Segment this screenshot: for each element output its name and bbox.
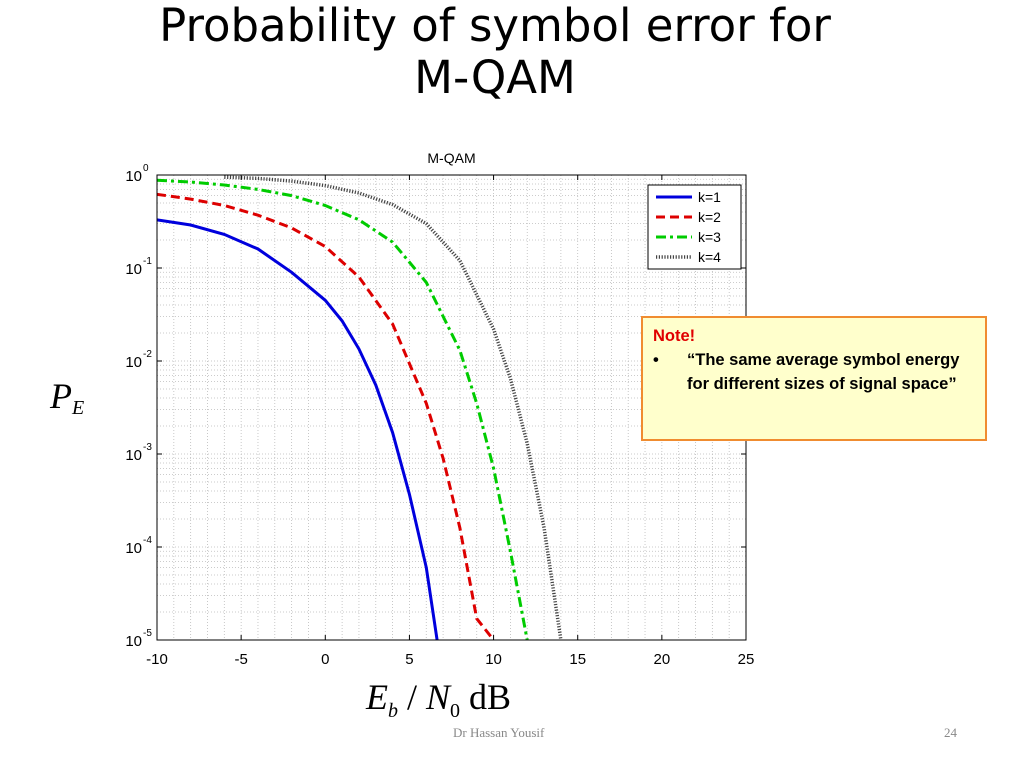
- series-line-k=4: [224, 175, 563, 640]
- y-tick-label-exponent: -5: [143, 628, 152, 639]
- y-tick-label-base: 10: [125, 447, 142, 464]
- y-tick-label-base: 10: [125, 354, 142, 371]
- legend-label-k=2: k=2: [698, 209, 721, 225]
- series-line-k=1: [157, 218, 460, 640]
- note-box: Note! • “The same average symbol energy …: [641, 316, 987, 441]
- legend-label-k=1: k=1: [698, 189, 721, 205]
- x-axis-label-sub-0: 0: [450, 700, 461, 722]
- x-tick-label: 25: [738, 651, 755, 668]
- y-axis-label-subscript: E: [72, 397, 85, 419]
- series-line-k=3: [157, 178, 529, 640]
- note-bullet-item: • “The same average symbol energy for di…: [653, 348, 975, 396]
- y-axis-label-symbol: P: [50, 376, 72, 416]
- x-tick-label: 0: [321, 651, 329, 668]
- y-tick-label-exponent: -1: [143, 256, 152, 267]
- legend-label-k=4: k=4: [698, 249, 721, 265]
- footer-author: Dr Hassan Yousif: [453, 725, 545, 740]
- y-tick-label-exponent: -3: [143, 442, 152, 453]
- y-tick-label-exponent: -2: [143, 349, 152, 360]
- slide-title-line-1: Probability of symbol error for: [159, 0, 831, 52]
- y-tick-label-base: 10: [125, 261, 142, 278]
- y-tick-label-exponent: -4: [143, 535, 152, 546]
- series-line-k=2: [157, 192, 495, 640]
- y-tick-label-base: 10: [125, 540, 142, 557]
- x-axis-label-n: N: [426, 677, 451, 717]
- y-tick-label-base: 10: [125, 633, 142, 650]
- x-tick-label: 20: [654, 651, 671, 668]
- note-text: “The same average symbol energy for diff…: [687, 351, 960, 393]
- x-axis-label-sub-b: b: [388, 700, 398, 722]
- x-axis-label: Eb / N0 dB: [366, 676, 511, 723]
- y-tick-label-base: 10: [125, 168, 142, 185]
- page-number: 24: [944, 725, 957, 740]
- x-tick-label: 5: [405, 651, 413, 668]
- x-tick-label: -5: [234, 651, 247, 668]
- chart-title: M-QAM: [427, 150, 475, 166]
- x-tick-label: -10: [146, 651, 168, 668]
- x-axis-label-e: E: [366, 677, 388, 717]
- y-axis-label: PE: [50, 375, 84, 420]
- x-tick-label: 10: [485, 651, 502, 668]
- x-tick-label: 15: [569, 651, 586, 668]
- x-axis-label-unit: dB: [460, 677, 512, 717]
- y-tick-label-exponent: 0: [143, 163, 149, 174]
- legend-label-k=3: k=3: [698, 229, 721, 245]
- x-axis-label-slash: /: [398, 677, 427, 717]
- slide-title: Probability of symbol error for M-QAM: [0, 0, 990, 104]
- bullet-icon: •: [653, 351, 659, 369]
- slide-title-line-2: M-QAM: [414, 51, 576, 104]
- note-title: Note!: [653, 327, 696, 345]
- legend-box: [647, 184, 742, 270]
